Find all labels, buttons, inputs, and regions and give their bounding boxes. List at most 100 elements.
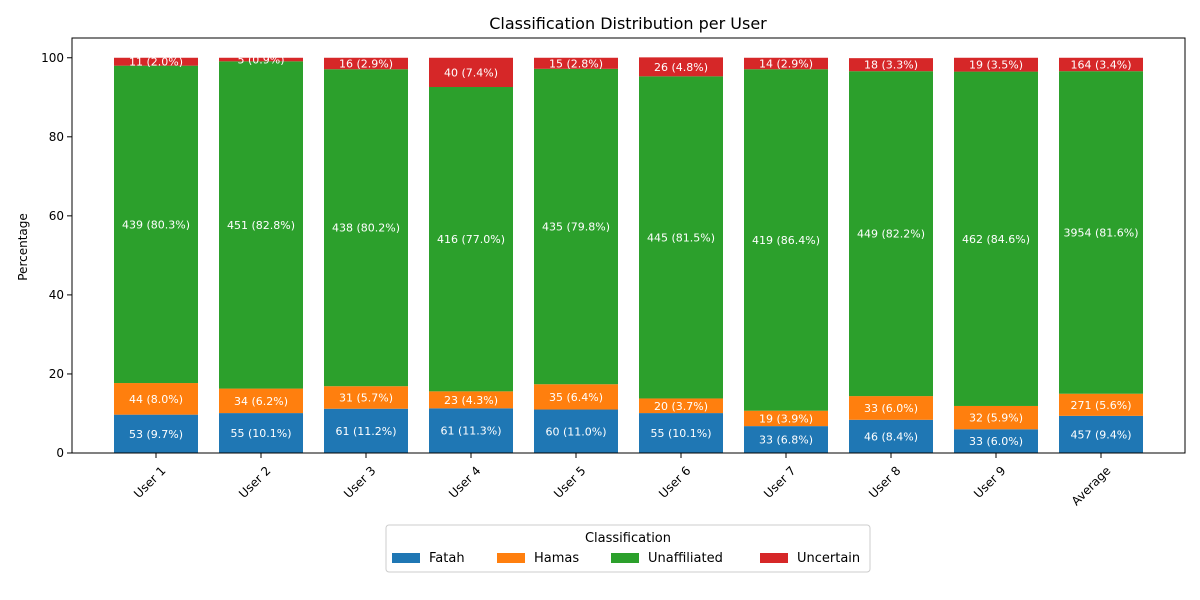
bar-fatah-4	[429, 408, 513, 453]
bar-label-uncertain-7: 14 (2.9%)	[759, 57, 813, 70]
bar-unaffiliated-4	[429, 87, 513, 392]
bar-label-uncertain-6: 26 (4.8%)	[654, 61, 708, 74]
bar-label-fatah-3: 61 (11.2%)	[335, 425, 396, 438]
bar-label-fatah-10: 457 (9.4%)	[1070, 428, 1131, 441]
legend-label-fatah: Fatah	[429, 551, 465, 566]
bar-label-unaffiliated-2: 451 (82.8%)	[227, 219, 295, 232]
bar-hamas-6	[639, 398, 723, 414]
bar-label-hamas-7: 19 (3.9%)	[759, 412, 813, 425]
x-tick-label: User 1	[131, 464, 168, 501]
axes-frame	[71, 37, 1186, 454]
legend-label-unaffiliated: Unaffiliated	[648, 551, 723, 566]
legend-swatch-hamas	[497, 553, 525, 563]
bar-label-fatah-9: 33 (6.0%)	[969, 435, 1023, 448]
chart-title: Classification Distribution per User	[489, 14, 767, 33]
bar-hamas-9	[954, 405, 1038, 430]
bar-label-uncertain-1: 11 (2.0%)	[129, 56, 183, 69]
bar-label-unaffiliated-6: 445 (81.5%)	[647, 231, 715, 244]
bar-label-fatah-4: 61 (11.3%)	[440, 425, 501, 438]
bar-hamas-4	[429, 391, 513, 409]
legend-items: Fatah Hamas Unaffiliated Uncertain	[392, 551, 860, 566]
bar-fatah-9	[954, 429, 1038, 453]
legend-label-uncertain: Uncertain	[797, 551, 860, 566]
bar-hamas-8	[849, 396, 933, 420]
bar-uncertain-10	[1059, 57, 1143, 72]
bar-label-unaffiliated-10: 3954 (81.6%)	[1063, 226, 1138, 239]
bar-hamas-3	[324, 386, 408, 409]
x-tick-label: Average	[1069, 464, 1114, 509]
bar-label-unaffiliated-4: 416 (77.0%)	[437, 233, 505, 246]
bar-label-fatah-6: 55 (10.1%)	[650, 427, 711, 440]
bar-label-hamas-2: 34 (6.2%)	[234, 395, 288, 408]
bar-label-uncertain-8: 18 (3.3%)	[864, 59, 918, 72]
bar-label-hamas-10: 271 (5.6%)	[1070, 399, 1131, 412]
x-tick-label: User 5	[551, 464, 588, 501]
bar-label-hamas-1: 44 (8.0%)	[129, 393, 183, 406]
y-tick-label: 80	[49, 130, 64, 144]
x-tick-label: User 9	[971, 464, 1008, 501]
bar-hamas-2	[219, 388, 303, 414]
bar-label-unaffiliated-7: 419 (86.4%)	[752, 234, 820, 247]
bar-unaffiliated-9	[954, 71, 1038, 406]
x-tick-label: User 2	[236, 464, 273, 501]
x-tick-label: User 3	[341, 464, 378, 501]
bar-uncertain-5	[534, 57, 618, 69]
bar-label-fatah-7: 33 (6.8%)	[759, 434, 813, 447]
bar-fatah-2	[219, 413, 303, 453]
bar-label-unaffiliated-9: 462 (84.6%)	[962, 233, 1030, 246]
legend-swatch-fatah	[392, 553, 420, 563]
bar-label-uncertain-5: 15 (2.8%)	[549, 57, 603, 70]
bar-fatah-8	[849, 419, 933, 453]
bar-hamas-1	[114, 383, 198, 415]
bar-fatah-6	[639, 413, 723, 453]
y-tick-label: 0	[56, 446, 64, 460]
bar-unaffiliated-5	[534, 68, 618, 385]
bar-label-unaffiliated-5: 435 (79.8%)	[542, 221, 610, 234]
bars-group	[114, 57, 1143, 453]
bar-label-unaffiliated-8: 449 (82.2%)	[857, 228, 925, 241]
bar-hamas-7	[744, 410, 828, 427]
bar-unaffiliated-2	[219, 61, 303, 389]
bar-hamas-10	[1059, 393, 1143, 416]
y-axis-title: Percentage	[16, 213, 30, 281]
bar-label-uncertain-9: 19 (3.5%)	[969, 59, 1023, 72]
bar-label-uncertain-2: 5 (0.9%)	[237, 54, 284, 67]
x-tick-label: User 7	[761, 464, 798, 501]
bar-label-hamas-8: 33 (6.0%)	[864, 402, 918, 415]
bar-uncertain-7	[744, 57, 828, 70]
x-tick-label: User 4	[446, 464, 483, 501]
bar-hamas-5	[534, 384, 618, 410]
bar-unaffiliated-8	[849, 71, 933, 397]
bar-fatah-7	[744, 426, 828, 453]
bar-uncertain-8	[849, 58, 933, 72]
bar-unaffiliated-6	[639, 76, 723, 399]
legend-swatch-unaffiliated	[611, 553, 639, 563]
bar-label-uncertain-4: 40 (7.4%)	[444, 66, 498, 79]
bar-fatah-3	[324, 408, 408, 453]
bar-label-uncertain-3: 16 (2.9%)	[339, 57, 393, 70]
y-tick-label: 60	[49, 209, 64, 223]
bar-label-fatah-1: 53 (9.7%)	[129, 428, 183, 441]
legend-label-hamas: Hamas	[534, 551, 579, 566]
bar-uncertain-9	[954, 57, 1038, 72]
legend-title: Classification	[585, 531, 671, 546]
bar-label-hamas-6: 20 (3.7%)	[654, 400, 708, 413]
bar-label-uncertain-10: 164 (3.4%)	[1070, 58, 1131, 71]
bar-unaffiliated-7	[744, 69, 828, 411]
bar-uncertain-6	[639, 57, 723, 77]
bar-label-hamas-9: 32 (5.9%)	[969, 412, 1023, 425]
bar-uncertain-2	[219, 57, 303, 62]
bar-label-unaffiliated-1: 439 (80.3%)	[122, 218, 190, 231]
bar-label-fatah-2: 55 (10.1%)	[230, 427, 291, 440]
bar-label-fatah-8: 46 (8.4%)	[864, 430, 918, 443]
bar-label-unaffiliated-3: 438 (80.2%)	[332, 222, 400, 235]
bar-uncertain-3	[324, 57, 408, 70]
legend-swatch-uncertain	[760, 553, 788, 563]
bar-unaffiliated-1	[114, 65, 198, 384]
bar-labels-group: 53 (9.7%) 44 (8.0%) 439 (80.3%) 11 (2.0%) 55…	[122, 54, 1139, 449]
bar-uncertain-1	[114, 57, 198, 66]
legend: Classification Fatah Hamas Unaffiliated Unc…	[385, 524, 871, 573]
bar-label-hamas-4: 23 (4.3%)	[444, 394, 498, 407]
bar-fatah-10	[1059, 415, 1143, 453]
